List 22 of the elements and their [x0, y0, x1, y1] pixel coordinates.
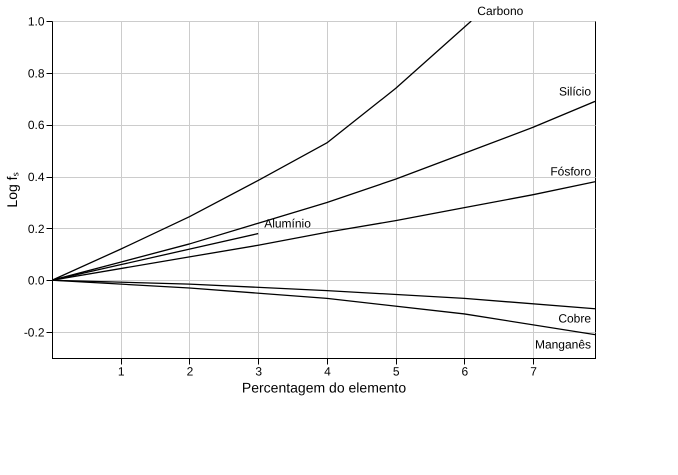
x-tick-label: 4 — [324, 364, 332, 378]
x-tick-label: 6 — [462, 364, 469, 378]
series-label: Cobre — [558, 312, 592, 326]
y-tick-label: 1.0 — [28, 14, 45, 28]
y-axis-title: Log fₛ — [4, 172, 20, 208]
x-tick-label: 1 — [118, 364, 125, 378]
x-tick-label: 7 — [530, 364, 538, 378]
y-tick-label: 0.2 — [28, 222, 45, 236]
series-label: Silício — [558, 84, 592, 98]
y-tick-label: 0.0 — [28, 274, 45, 288]
y-tick-label: 0.4 — [28, 170, 45, 184]
y-tick-label: 0.8 — [28, 66, 45, 80]
x-tick-label: 2 — [186, 364, 194, 378]
series-label: Alumínio — [264, 216, 312, 231]
series-label: Fósforo — [550, 164, 592, 179]
y-tick-label: 0.6 — [28, 118, 45, 132]
series-label: Manganês — [534, 338, 591, 352]
y-tick-label: -0.2 — [24, 326, 45, 340]
x-tick-label: 5 — [392, 364, 400, 378]
series-label: Carbono — [477, 4, 524, 18]
x-axis-title: Percentagem do elemento — [242, 380, 406, 396]
x-tick-label: 3 — [255, 364, 262, 378]
